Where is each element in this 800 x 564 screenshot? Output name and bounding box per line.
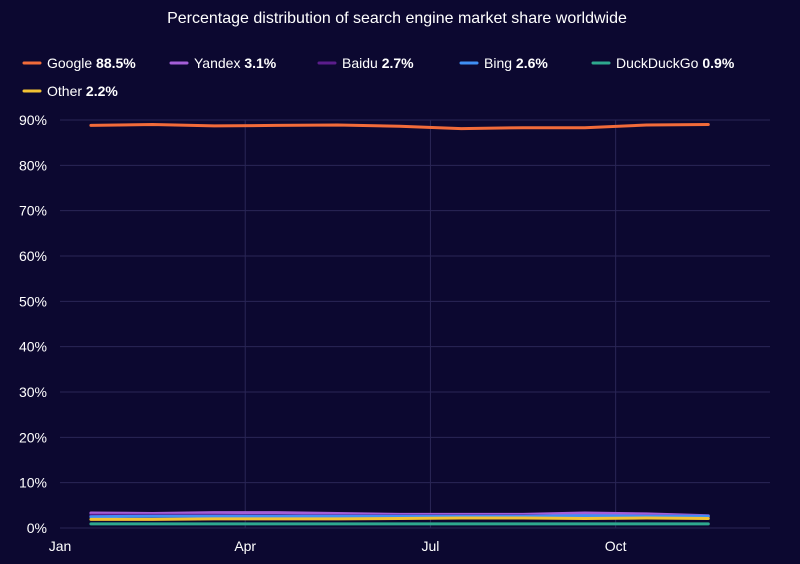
legend-series-name: Other [47,83,86,99]
legend-series-value: 2.7% [382,55,414,71]
y-tick-label: 40% [19,339,47,355]
x-tick-label: Jan [49,538,72,554]
legend-item-google[interactable]: Google 88.5% [22,55,136,71]
legend: Google 88.5% Yandex 3.1% Baidu 2.7% Bing 2.… [22,55,735,99]
legend-series-value: 88.5% [96,55,136,71]
grid [60,119,770,529]
legend-series-name: Baidu [342,55,382,71]
y-tick-label: 70% [19,203,47,219]
series-line-google [89,123,710,131]
legend-series-value: 0.9% [702,55,734,71]
series-group [89,123,710,526]
legend-item-baidu[interactable]: Baidu 2.7% [317,55,414,71]
y-tick-label: 50% [19,293,47,309]
legend-series-value: 2.2% [86,83,118,99]
chart-title: Percentage distribution of search engine… [167,10,627,27]
legend-item-duckduckgo[interactable]: DuckDuckGo 0.9% [591,55,735,71]
legend-series-name: Google [47,55,96,71]
legend-series-name: Bing [484,55,516,71]
y-tick-label: 80% [19,157,47,173]
legend-item-bing[interactable]: Bing 2.6% [459,55,548,71]
y-tick-label: 90% [19,112,47,128]
legend-label: Bing 2.6% [484,55,548,71]
series-line-other [89,516,710,521]
legend-item-yandex[interactable]: Yandex 3.1% [169,55,277,71]
y-tick-label: 20% [19,429,47,445]
legend-label: Google 88.5% [47,55,136,71]
y-tick-label: 10% [19,475,47,491]
y-tick-label: 60% [19,248,47,264]
legend-label: DuckDuckGo 0.9% [616,55,735,71]
legend-item-other[interactable]: Other 2.2% [22,83,118,99]
legend-series-value: 2.6% [516,55,548,71]
legend-label: Yandex 3.1% [194,55,277,71]
legend-series-name: DuckDuckGo [616,55,702,71]
x-tick-label: Jul [421,538,439,554]
y-axis: 0% 10% 20% 30% 40% 50% 60% 70% 80% 90% [19,112,47,536]
y-tick-label: 0% [27,520,47,536]
legend-label: Baidu 2.7% [342,55,414,71]
series-line-bing [89,514,710,519]
y-tick-label: 30% [19,384,47,400]
x-tick-label: Apr [234,538,256,554]
x-tick-label: Oct [605,538,627,554]
legend-series-value: 3.1% [244,55,276,71]
x-axis: Jan Apr Jul Oct [49,538,627,554]
legend-label: Other 2.2% [47,83,118,99]
legend-series-name: Yandex [194,55,244,71]
